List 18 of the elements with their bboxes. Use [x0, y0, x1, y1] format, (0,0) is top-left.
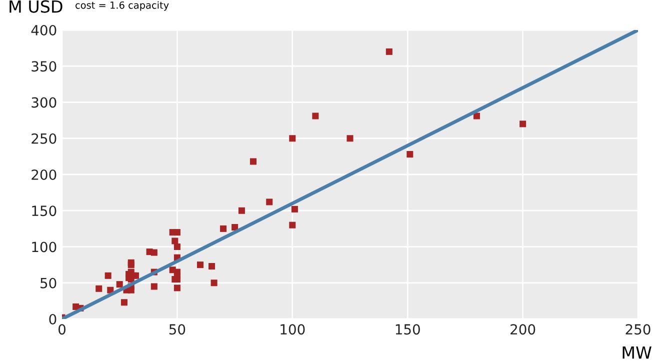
- y-tick-label: 400: [31, 24, 56, 36]
- x-tick-label: 250: [626, 324, 650, 335]
- y-tick-label: 150: [32, 206, 56, 216]
- x-tick-label: 50: [169, 324, 186, 335]
- x-axis-title: MW: [622, 346, 652, 359]
- x-tick-label: 0: [58, 324, 66, 335]
- x-tick-label: 200: [510, 324, 536, 335]
- y-tick-label: 200: [32, 169, 56, 180]
- y-tick-label: 0: [49, 314, 56, 324]
- y-tick-label: 100: [32, 242, 56, 252]
- x-tick-label: 100: [280, 324, 305, 335]
- y-tick-label: 300: [32, 97, 56, 108]
- text: cost = 1.6 capacity: [76, 1, 169, 11]
- x-tick-label: 150: [396, 324, 420, 335]
- y-axis-title: M USD: [10, 0, 62, 13]
- y-tick-label: 250: [32, 133, 56, 144]
- y-tick-label: 50: [40, 278, 56, 288]
- y-tick-label: 350: [32, 61, 56, 72]
